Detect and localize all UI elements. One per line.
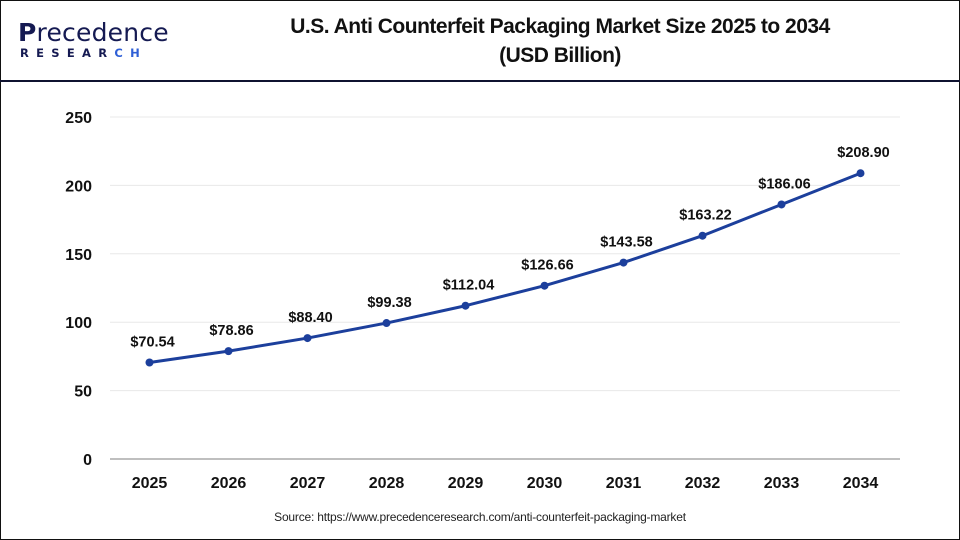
data-label: $78.86 [209,323,253,339]
data-label: $70.54 [130,335,174,351]
data-point [224,347,233,356]
data-label: $163.22 [679,208,731,224]
y-tick-label: 0 [83,452,92,469]
x-tick-label: 2031 [606,475,642,492]
header: Precedence RESEARCH U.S. Anti Counterfei… [0,0,960,82]
data-label: $99.38 [367,295,411,311]
y-tick-label: 50 [74,384,92,401]
x-tick-label: 2029 [448,475,484,492]
data-point [382,319,391,328]
title-line-2: (USD Billion) [499,44,621,67]
series-line [149,171,862,364]
y-tick-label: 100 [65,315,92,332]
data-point [619,258,628,267]
y-tick-label: 200 [65,178,92,195]
x-tick-label: 2026 [211,475,247,492]
gridlines [110,116,900,460]
data-point [698,231,707,240]
x-axis-ticks: 2025 2026 2027 2028 2029 2030 2031 2032 2033 2034 [132,475,879,492]
x-tick-label: 2030 [527,475,563,492]
precedence-research-logo: Precedence RESEARCH [18,20,169,60]
data-label: $126.66 [521,258,573,274]
data-point [856,169,865,178]
chart-title: U.S. Anti Counterfeit Packaging Market S… [240,12,880,70]
data-labels: $70.54 $78.86 $88.40 $99.38 $112.04 $126.66 $1… [130,145,889,350]
logo-p: P [18,18,37,47]
source-note: Source: https://www.precedenceresearch.c… [274,510,686,524]
data-point [145,358,154,367]
x-tick-label: 2034 [843,475,879,492]
data-point [303,334,312,343]
x-tick-label: 2025 [132,475,168,492]
x-tick-label: 2027 [290,475,326,492]
logo-subtitle-a: RESEAR [20,46,115,60]
x-tick-label: 2033 [764,475,800,492]
title-line-1: U.S. Anti Counterfeit Packaging Market S… [290,15,830,38]
logo-subtitle-b: CH [114,46,148,60]
series-market-size [145,169,865,367]
data-point [461,301,470,310]
data-label: $208.90 [837,145,889,161]
data-point [777,200,786,209]
data-label: $186.06 [758,176,810,192]
data-label: $112.04 [443,278,495,294]
data-point [540,281,549,290]
y-tick-label: 250 [65,110,92,127]
data-label: $143.58 [600,235,652,251]
x-tick-label: 2028 [369,475,405,492]
data-label: $88.40 [288,310,332,326]
x-tick-label: 2032 [685,475,721,492]
y-tick-label: 150 [65,247,92,264]
logo-wordmark: recedence [36,18,169,47]
y-axis-ticks: 0 50 100 150 200 250 [65,110,92,469]
